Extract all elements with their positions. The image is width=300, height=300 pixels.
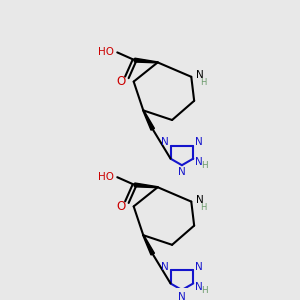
Text: N: N xyxy=(178,167,186,177)
Text: N: N xyxy=(195,157,203,167)
Text: N: N xyxy=(178,292,186,300)
Text: H: H xyxy=(200,202,206,211)
Polygon shape xyxy=(143,235,154,255)
Polygon shape xyxy=(134,58,158,63)
Text: N: N xyxy=(196,195,204,205)
Text: HO: HO xyxy=(98,172,114,182)
Text: N: N xyxy=(196,70,204,80)
Polygon shape xyxy=(134,183,158,188)
Text: H: H xyxy=(202,161,208,170)
Text: O: O xyxy=(117,76,126,88)
Text: N: N xyxy=(161,262,169,272)
Text: N: N xyxy=(195,282,203,292)
Text: N: N xyxy=(195,137,203,147)
Text: H: H xyxy=(202,286,208,295)
Text: H: H xyxy=(200,78,206,87)
Text: O: O xyxy=(117,200,126,213)
Text: N: N xyxy=(161,137,169,147)
Text: N: N xyxy=(195,262,203,272)
Polygon shape xyxy=(143,110,154,130)
Text: HO: HO xyxy=(98,47,114,57)
